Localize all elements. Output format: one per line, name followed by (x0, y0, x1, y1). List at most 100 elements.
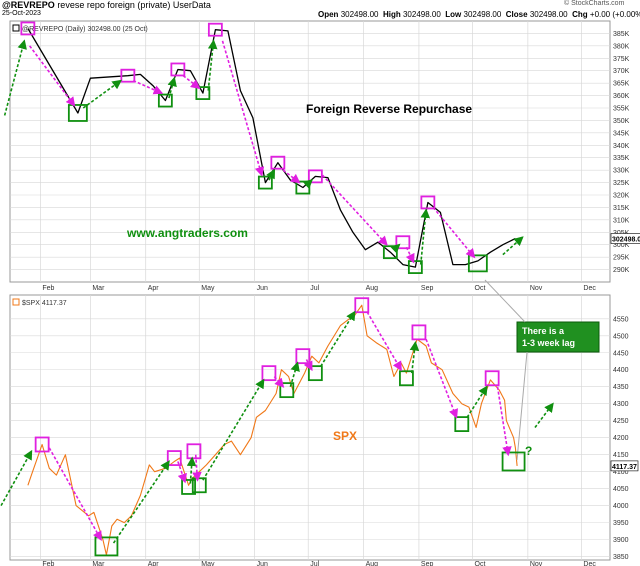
down-trend-arrow (132, 79, 164, 95)
spx-y-tick-label: 3950 (613, 520, 629, 527)
down-trend-arrow (182, 75, 201, 90)
spx-trough-marker (501, 451, 526, 472)
month-tick-label: Jun (257, 285, 268, 292)
spx-y-tick-label: 3900 (613, 537, 629, 544)
revrepo-y-tick-label: 320K (613, 193, 630, 200)
month-tick-label: Oct (475, 285, 486, 292)
month-tick-label: Apr (148, 561, 160, 566)
spx-trough-marker (307, 365, 323, 382)
revrepo-y-tick-label: 325K (613, 180, 630, 187)
revrepo-y-tick-label: 365K (613, 81, 630, 88)
revrepo-peak-marker (270, 155, 286, 170)
down-trend-arrow (303, 359, 313, 372)
month-tick-label: Mar (92, 561, 105, 566)
down-trend-arrow (432, 206, 476, 259)
spx-y-tick-label: 4500 (613, 333, 629, 340)
month-tick-label: Mar (92, 285, 105, 292)
revrepo-peak-marker (307, 169, 323, 184)
revrepo-peak-marker (120, 68, 136, 83)
down-trend-arrow (282, 169, 301, 184)
spx-y-tick-label: 4450 (613, 350, 629, 357)
revrepo-y-tick-label: 380K (613, 43, 630, 50)
up-trend-arrow (167, 76, 177, 99)
revrepo-panel (9, 20, 611, 283)
revrepo-y-tick-label: 375K (613, 56, 630, 63)
up-trend-arrow (207, 39, 218, 91)
revrepo-trough-marker (195, 86, 211, 100)
down-trend-arrow (273, 376, 285, 388)
spx-legend-swatch (12, 298, 20, 306)
revrepo-trough-marker (407, 260, 423, 274)
spx-peak-marker (295, 348, 311, 365)
spx-peak-marker (354, 297, 370, 314)
spx-y-tick-label: 4050 (613, 486, 629, 493)
high-value: 302498.00 (402, 10, 441, 19)
spx-trough-marker (399, 370, 414, 387)
copyright: © StockCharts.com (564, 0, 625, 7)
chart-date: 25-Oct-2023 (2, 10, 41, 17)
down-trend-arrow (405, 246, 415, 264)
spx-panel (9, 294, 611, 561)
month-tick-label: Sep (421, 561, 434, 566)
chg-value: +0.00 (+0.00%) (589, 10, 640, 19)
up-trend-arrow (112, 460, 170, 544)
symbol: @REVREPO (2, 0, 55, 10)
low-value: 302498.00 (463, 10, 502, 19)
spx-title: SPX (333, 429, 357, 443)
month-tick-label: Aug (366, 285, 379, 292)
revrepo-trough-marker (257, 175, 273, 190)
revrepo-legend: @REVREPO (Daily) 302498.00 (25 Oct) (22, 26, 148, 33)
month-tick-label: May (201, 561, 215, 566)
revrepo-y-tick-label: 330K (613, 168, 630, 175)
revrepo-trough-marker (467, 254, 488, 273)
revrepo-y-tick-label: 345K (613, 130, 630, 137)
revrepo-y-tick-label: 360K (613, 93, 630, 100)
revrepo-trough-marker (157, 93, 173, 108)
down-trend-arrow (221, 40, 265, 177)
up-trend-arrow (409, 340, 420, 374)
up-trend-arrow (3, 39, 27, 116)
symbol-description: revese repo foreign (private) (57, 0, 171, 10)
spx-peak-marker (484, 370, 500, 387)
spx-y-tick-label: 4300 (613, 401, 629, 408)
down-trend-arrow (177, 461, 187, 484)
lag-callout-text-line1: There is a (522, 326, 565, 336)
down-trend-arrow (48, 447, 102, 542)
up-trend-arrow (0, 449, 33, 507)
up-trend-arrow (390, 243, 401, 254)
month-tick-label: Feb (42, 285, 54, 292)
up-trend-arrow (320, 310, 356, 367)
spx-peak-marker (261, 365, 277, 382)
up-trend-arrow (266, 168, 276, 181)
revrepo-y-tick-label: 295K (613, 255, 630, 262)
spx-trough-marker (94, 536, 119, 557)
revrepo-y-tick-label: 315K (613, 205, 630, 212)
month-tick-label: May (201, 285, 215, 292)
month-tick-label: Sep (421, 285, 434, 292)
month-tick-label: Dec (583, 285, 596, 292)
up-trend-arrow (419, 208, 431, 265)
revrepo-y-tick-label: 300K (613, 242, 630, 249)
spx-y-tick-label: 4550 (613, 316, 629, 323)
up-trend-arrow (302, 178, 313, 190)
down-trend-arrow (496, 386, 512, 457)
down-trend-arrow (29, 45, 76, 107)
month-tick-label: Apr (148, 285, 160, 292)
spx-peak-marker (166, 450, 182, 466)
spx-last-value-tag (610, 460, 639, 472)
spx-peak-marker (411, 324, 427, 341)
month-tick-label: Jun (257, 561, 268, 566)
revrepo-peak-marker (170, 62, 186, 77)
month-tick-label: Nov (530, 285, 543, 292)
open-value: 302498.00 (340, 10, 379, 19)
spx-trough-marker (181, 479, 196, 495)
revrepo-y-tick-label: 370K (613, 68, 630, 75)
month-tick-label: Oct (475, 561, 486, 566)
revrepo-title: Foreign Reverse Repurchase (306, 102, 472, 116)
spx-legend: $SPX 4117.37 (22, 300, 67, 307)
revrepo-peak-marker (20, 21, 36, 36)
up-trend-arrow (202, 378, 265, 481)
revrepo-peak-marker (207, 22, 223, 37)
up-trend-arrow (502, 236, 524, 256)
